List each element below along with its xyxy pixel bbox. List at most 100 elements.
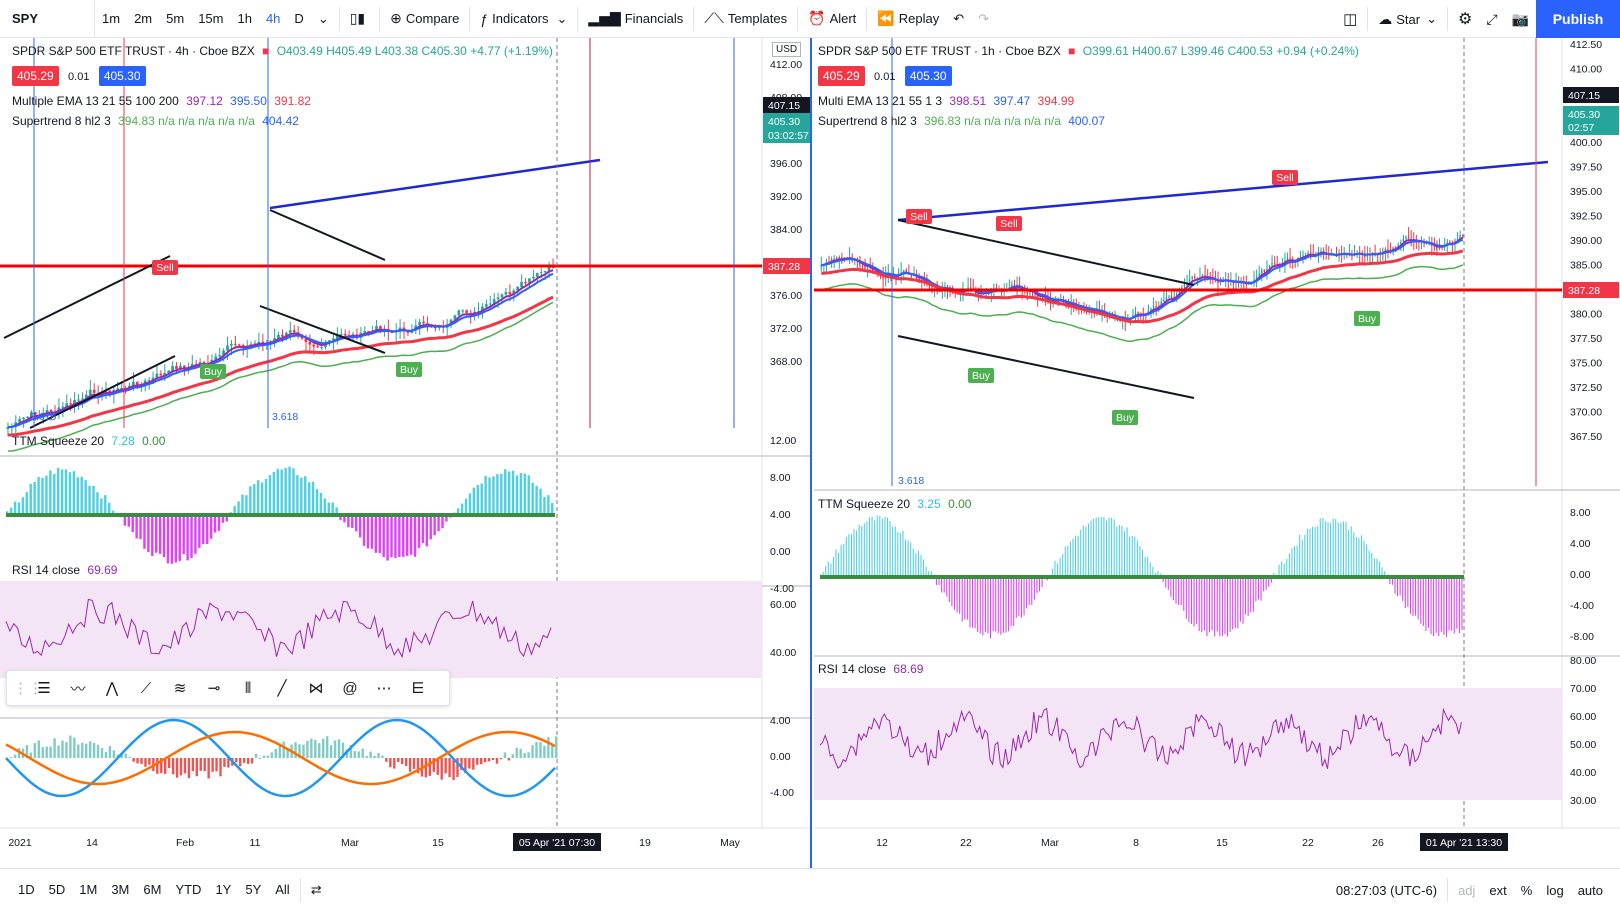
line-tool-icon[interactable]: ╱ <box>277 680 287 697</box>
templates-button[interactable]: ⟋⟍ Templates <box>697 0 794 38</box>
range-all[interactable]: All <box>275 882 290 897</box>
ttm-bar <box>1286 558 1288 577</box>
ext-toggle[interactable]: ext <box>1489 882 1507 898</box>
settings-button[interactable]: ⚙ <box>1451 0 1479 38</box>
range-1y[interactable]: 1Y <box>215 882 232 897</box>
candle-body <box>155 373 159 378</box>
clock[interactable]: 08:27:03 (UTC-6) <box>1335 882 1438 898</box>
alert-button[interactable]: ⏰ Alert <box>801 0 863 38</box>
range-3m[interactable]: 3M <box>111 882 130 897</box>
vertical-lines-icon[interactable]: ⦀ <box>244 679 252 697</box>
candle-body <box>913 275 915 277</box>
drag-handle-icon[interactable]: ⋮⋮ <box>13 680 43 697</box>
fib-tool-icon[interactable]: ⋯ <box>376 680 392 697</box>
abc-pattern-icon[interactable]: ⋀ <box>105 680 119 697</box>
signal-tag-label: Sell <box>1000 218 1018 230</box>
interval-15m[interactable]: 15m <box>198 11 224 26</box>
indicators-button[interactable]: ƒ Indicators ⌄ <box>473 0 574 38</box>
ttm-bar <box>1404 577 1406 609</box>
interval-1m[interactable]: 1m <box>102 11 121 26</box>
percent-toggle[interactable]: % <box>1520 882 1533 898</box>
replay-button[interactable]: ⏪ Replay <box>870 0 946 38</box>
currency-label[interactable]: USD <box>772 42 802 57</box>
candle-body <box>920 279 923 281</box>
interval-dropdown[interactable]: ⌄ <box>311 0 336 38</box>
bid-badge[interactable]: 405.29 <box>818 66 865 86</box>
price-tick-label: 372.50 <box>1570 382 1602 394</box>
star-button[interactable]: ☁ Star ⌄ <box>1371 0 1444 38</box>
interval-1h[interactable]: 1h <box>237 11 252 26</box>
range-ytd[interactable]: YTD <box>175 882 202 897</box>
macd-bar <box>65 742 68 758</box>
ttm-bar <box>413 515 417 557</box>
ttm-bar <box>1366 544 1368 577</box>
supertrend-legend[interactable]: Supertrend 8 hl2 3 396.83 n/a n/a n/a n/… <box>818 114 1105 128</box>
ttm-bar <box>943 577 945 593</box>
fullscreen-button[interactable]: ⤢ <box>1479 0 1504 38</box>
log-toggle[interactable]: log <box>1546 882 1564 898</box>
ttm-legend[interactable]: TTM Squeeze 20 7.28 0.00 <box>12 434 165 448</box>
candle-body <box>284 332 288 337</box>
interval-2m[interactable]: 2m <box>134 11 153 26</box>
ema-legend[interactable]: Multi EMA 13 21 55 1 3 398.51 397.47 394… <box>818 94 1074 108</box>
layout-button[interactable]: ◫ <box>1336 0 1364 38</box>
chart-canvas-4h[interactable]: 412.00408.00400.00396.00392.00384.00380.… <box>0 38 812 868</box>
supertrend-legend[interactable]: Supertrend 8 hl2 3 394.83 n/a n/a n/a n/… <box>12 114 299 128</box>
parallel-channel-icon[interactable]: ≋ <box>173 680 187 697</box>
spiral-icon[interactable]: @ <box>342 679 358 697</box>
candle-body <box>453 315 457 320</box>
bid-badge[interactable]: 405.29 <box>12 66 59 86</box>
ema-legend[interactable]: Multiple EMA 13 21 55 100 200 397.12 395… <box>12 94 311 108</box>
publish-button[interactable]: Publish <box>1536 0 1620 38</box>
ttm-bar <box>507 471 511 515</box>
ask-badge[interactable]: 405.30 <box>904 66 952 86</box>
trend-line-icon[interactable]: ⟋ <box>140 679 152 697</box>
rsi-legend[interactable]: RSI 14 close 69.69 <box>12 563 117 577</box>
candle-body <box>61 406 65 408</box>
horizontal-ray-icon[interactable]: ⊸ <box>207 680 221 697</box>
chart-type-button[interactable]: ▯▮ <box>343 0 376 38</box>
interval-4h[interactable]: 4h <box>265 11 281 26</box>
snapshot-button[interactable]: 📷 <box>1505 0 1536 38</box>
macd-bar <box>555 736 558 758</box>
chart-pane-4h[interactable]: 412.00408.00400.00396.00392.00384.00380.… <box>0 38 812 868</box>
ttm-legend[interactable]: TTM Squeeze 20 3.25 0.00 <box>818 497 971 511</box>
settings-lines-icon[interactable]: ⋿ <box>411 680 425 697</box>
range-1m[interactable]: 1M <box>79 882 98 897</box>
ttm-bar <box>853 529 855 577</box>
interval-5m[interactable]: 5m <box>166 11 185 26</box>
macd-bar <box>397 758 400 763</box>
go-to-date-button[interactable]: ⇄ <box>304 882 329 898</box>
symbol-search[interactable]: SPY <box>0 0 95 38</box>
range-5y[interactable]: 5Y <box>245 882 262 897</box>
ttm-bar <box>139 515 142 540</box>
candle-body <box>1436 246 1438 250</box>
ttm-bar <box>925 566 927 577</box>
ttm-bar <box>1456 577 1458 629</box>
candle-body <box>312 344 316 347</box>
chart-pane-1h[interactable]: 412.50410.00405.00402.50400.00397.50395.… <box>814 38 1620 868</box>
range-6m[interactable]: 6M <box>143 882 162 897</box>
range-5d[interactable]: 5D <box>48 882 66 897</box>
financials-button[interactable]: ▂▅▇ Financials <box>581 0 690 38</box>
macd-bar <box>92 743 96 758</box>
redo-button[interactable]: ↷ <box>971 0 996 38</box>
adj-toggle[interactable]: adj <box>1458 882 1476 898</box>
ask-badge[interactable]: 405.30 <box>98 66 146 86</box>
chart-canvas-1h[interactable]: 412.50410.00405.00402.50400.00397.50395.… <box>814 38 1620 868</box>
auto-toggle[interactable]: auto <box>1577 882 1603 898</box>
macd-bar <box>515 747 518 758</box>
ttm-bar <box>198 515 201 548</box>
horizontal-lines-icon[interactable]: ☰ <box>37 680 51 697</box>
rsi-legend[interactable]: RSI 14 close 68.69 <box>818 662 923 676</box>
undo-button[interactable]: ↶ <box>946 0 971 38</box>
xabcd-pattern-icon[interactable]: ⋈ <box>308 680 324 697</box>
range-1d[interactable]: 1D <box>18 882 35 897</box>
compare-button[interactable]: ⊕ Compare <box>383 0 466 38</box>
wave-pattern-icon[interactable]: 〰 <box>70 680 86 698</box>
macd-bar <box>472 758 475 770</box>
macd-bar <box>539 742 542 758</box>
ttm-bar <box>366 515 370 549</box>
interval-d[interactable]: D <box>294 11 304 26</box>
ttm-bar <box>80 476 83 515</box>
